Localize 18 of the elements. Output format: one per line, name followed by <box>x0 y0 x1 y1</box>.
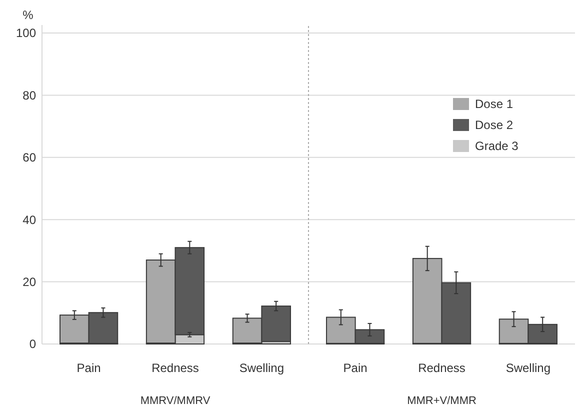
y-tick-label: 0 <box>29 337 36 352</box>
y-tick-label: 60 <box>22 150 36 165</box>
x-axis-title: MMRV/MMRV <box>140 395 211 407</box>
x-tick-label: Pain <box>76 361 101 375</box>
x-axis-title: MMR+V/MMR <box>407 395 476 407</box>
x-tick-label: Swelling <box>506 361 551 375</box>
x-tick-label: Redness <box>152 361 199 375</box>
y-tick-label: 40 <box>22 212 36 227</box>
x-tick-label: Pain <box>343 361 368 375</box>
legend-label: Grade 3 <box>475 139 519 154</box>
x-tick-label: Swelling <box>239 361 284 375</box>
legend-label: Dose 2 <box>475 118 514 132</box>
legend-label: Dose 1 <box>475 97 514 112</box>
y-tick-label: 20 <box>22 275 36 289</box>
y-axis-title: % <box>22 8 34 22</box>
x-tick-label: Redness <box>418 361 466 375</box>
y-tick-label: 80 <box>22 88 36 102</box>
y-tick-label: 100 <box>16 26 36 40</box>
